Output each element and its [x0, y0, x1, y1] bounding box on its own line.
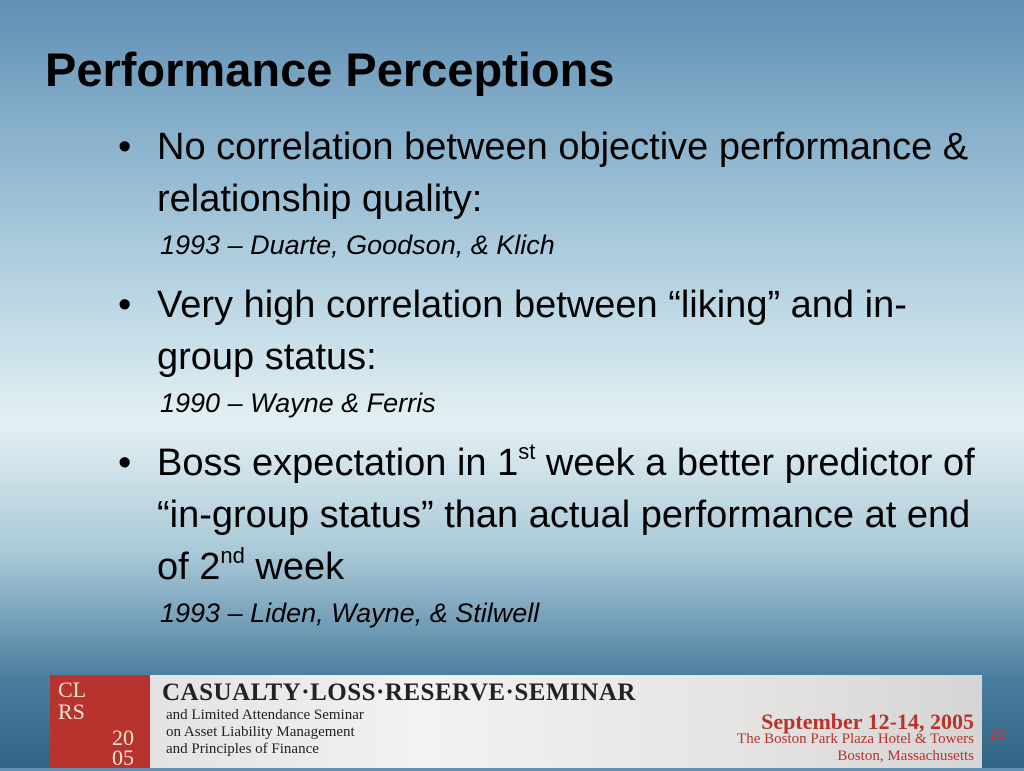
text-run: Boss expectation in 1: [157, 442, 519, 484]
logo-text: RS: [58, 699, 85, 724]
logo-text: 20: [112, 725, 134, 750]
logo: CL RS 20 05: [50, 675, 150, 770]
seminar-banner: CL RS 20 05 CASUALTY·LOSS·RESERVE·SEMINA…: [50, 675, 982, 770]
bullet: • No correlation between objective perfor…: [118, 121, 988, 265]
citation: 1993 – Liden, Wayne, & Stilwell: [160, 598, 540, 628]
subtitle-line: and Limited Attendance Seminar: [166, 707, 364, 723]
seminar-venue: The Boston Park Plaza Hotel & Towers: [737, 731, 974, 747]
logo-text: 05: [112, 745, 134, 770]
bullet-dot: •: [118, 284, 132, 326]
bullet-dot: •: [118, 442, 132, 484]
bullet: • Boss expectation in 1st week a better p…: [118, 437, 988, 633]
citation: 1990 – Wayne & Ferris: [160, 388, 436, 418]
bullet-text: Boss expectation in 1st week a better pr…: [157, 437, 977, 593]
seminar-city: Boston, Massachusetts: [837, 748, 974, 764]
text-run: Very high correlation between “liking” a…: [157, 284, 907, 378]
subtitle-line: on Asset Liability Management: [166, 724, 355, 740]
text-run: week a better predictor of “in-group sta…: [157, 442, 975, 588]
page-number: 23: [990, 726, 1006, 742]
bullet: • Very high correlation between “liking” …: [118, 279, 988, 423]
seminar-dates: September 12-14, 2005: [761, 709, 974, 734]
citation: 1993 – Duarte, Goodson, & Klich: [160, 230, 555, 260]
logo-text: CL: [58, 677, 87, 702]
subtitle-line: and Principles of Finance: [166, 741, 319, 757]
bullet-text: No correlation between objective perform…: [157, 121, 977, 225]
seminar-name: CASUALTY·LOSS·RESERVE·SEMINAR: [162, 679, 636, 706]
bullet-text: Very high correlation between “liking” a…: [157, 279, 977, 383]
superscript: st: [518, 439, 536, 464]
superscript: nd: [220, 543, 245, 568]
text-run: No correlation between objective perform…: [157, 126, 969, 220]
bullet-dot: •: [118, 126, 132, 168]
seminar-subtitle: and Limited Attendance Seminar on Asset …: [166, 707, 364, 758]
text-run: week: [244, 546, 345, 588]
slide-title: Performance Perceptions: [45, 43, 615, 96]
